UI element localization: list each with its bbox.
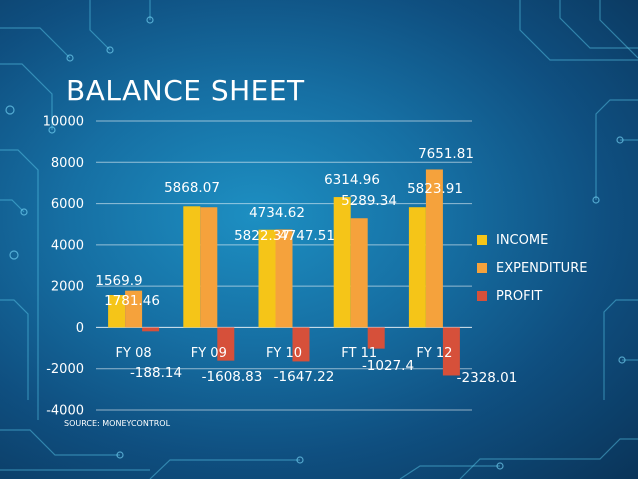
data-label-profit-ft11: -1027.4	[362, 358, 414, 374]
legend-label-income: INCOME	[496, 232, 549, 248]
data-label-income-fy10: 4734.62	[249, 205, 305, 221]
category-label-fy10: FY 10	[266, 346, 302, 361]
category-label-ft11: FT 11	[341, 346, 377, 361]
bar-expenditure-fy08	[125, 290, 143, 328]
data-label-income-fy09: 5868.07	[164, 180, 220, 196]
data-label-profit-fy08: -188.14	[130, 365, 182, 381]
data-label-expenditure-fy09: 5822.37	[234, 228, 290, 244]
bar-income-fy10	[258, 229, 276, 328]
y-axis-ticks: 10000 8000 6000 4000 2000 0 -2000 -4000	[43, 115, 84, 419]
bar-expenditure-ft11	[350, 218, 368, 328]
bar-expenditure-fy10	[275, 229, 293, 328]
y-tick-label: -2000	[46, 362, 84, 377]
data-label-expenditure-fy12: 7651.81	[418, 146, 474, 162]
data-label-expenditure-fy10: 4747.51	[279, 228, 335, 244]
data-label-income-fy08: 1569.9	[95, 273, 142, 289]
legend-item-income: INCOME	[477, 226, 587, 254]
data-label-income-ft11: 6314.96	[324, 172, 380, 188]
bar-profit-fy12	[442, 327, 460, 376]
legend-label-profit: PROFIT	[496, 288, 543, 304]
bar-profit-fy09	[217, 327, 235, 361]
y-tick-label: -4000	[46, 404, 84, 419]
y-tick-label: 6000	[51, 197, 84, 212]
category-label-fy12: FY 12	[416, 346, 452, 361]
legend-swatch-income	[477, 235, 487, 245]
legend-item-profit: PROFIT	[477, 282, 587, 310]
x-axis-categories: FY 08 FY 09 FY 10 FT 11 FY 12	[116, 346, 453, 361]
y-tick-label: 10000	[43, 115, 84, 130]
legend-swatch-expenditure	[477, 263, 487, 273]
category-label-fy09: FY 09	[191, 346, 227, 361]
y-tick-label: 2000	[51, 280, 84, 295]
bar-expenditure-fy09	[200, 207, 218, 328]
chart-legend: INCOME EXPENDITURE PROFIT	[477, 226, 587, 310]
bar-income-ft11	[333, 197, 351, 328]
bar-expenditure-fy12	[425, 169, 443, 328]
legend-swatch-profit	[477, 291, 487, 301]
bar-income-fy08	[108, 295, 126, 328]
data-label-profit-fy09: -1608.83	[202, 369, 263, 385]
data-label-expenditure-fy08: 1781.46	[104, 293, 160, 309]
y-tick-label: 0	[76, 321, 84, 336]
legend-label-expenditure: EXPENDITURE	[496, 260, 588, 276]
legend-item-expenditure: EXPENDITURE	[477, 254, 587, 282]
slide-title: BALANCE SHEET	[66, 74, 305, 107]
data-label-profit-fy10: -1647.22	[274, 369, 335, 385]
data-label-expenditure-ft11: 5289.34	[341, 193, 397, 209]
data-label-income-fy12: 5823.91	[407, 181, 463, 197]
data-labels: 1569.9 5868.07 4734.62 6314.96 5823.91 1781.4…	[95, 146, 517, 386]
category-label-fy08: FY 08	[116, 346, 152, 361]
bar-profit-ft11	[367, 327, 385, 349]
bar-profit-fy10	[292, 327, 310, 362]
y-tick-label: 4000	[51, 238, 84, 253]
source-note: SOURCE: MONEYCONTROL	[64, 419, 171, 428]
data-label-profit-fy12: -2328.01	[457, 370, 518, 386]
bar-income-fy09	[183, 206, 201, 328]
chart-bars	[108, 169, 460, 376]
bar-profit-fy08	[142, 327, 160, 332]
bar-income-fy12	[408, 207, 426, 328]
y-tick-label: 8000	[51, 156, 84, 171]
